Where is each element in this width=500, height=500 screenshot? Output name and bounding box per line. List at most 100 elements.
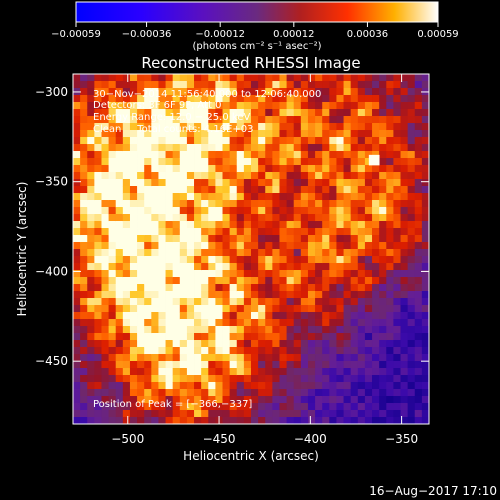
heatmap-cell: [322, 249, 330, 257]
heatmap-cell: [165, 228, 174, 236]
heatmap-cell: [186, 298, 195, 306]
heatmap-cell: [272, 333, 280, 341]
heatmap-cell: [400, 151, 409, 159]
heatmap-cell: [286, 151, 295, 159]
heatmap-cell: [279, 179, 287, 187]
heatmap-cell: [379, 88, 387, 96]
heatmap-cell: [407, 284, 416, 292]
heatmap-cell: [315, 144, 323, 152]
heatmap-cell: [172, 81, 181, 89]
heatmap-cell: [101, 74, 109, 82]
heatmap-cell: [73, 102, 81, 110]
heatmap-cell: [179, 186, 188, 194]
heatmap-cell: [258, 200, 266, 208]
heatmap-cell: [172, 382, 181, 390]
heatmap-cell: [229, 249, 238, 257]
heatmap-cell: [236, 207, 245, 215]
heatmap-cell: [279, 74, 287, 82]
heatmap-cell: [80, 305, 88, 313]
heatmap-cell: [137, 291, 145, 299]
heatmap-cell: [379, 116, 387, 124]
heatmap-cell: [80, 410, 88, 418]
heatmap-cell: [279, 228, 287, 236]
heatmap-cell: [101, 109, 109, 117]
heatmap-cell: [329, 109, 337, 117]
heatmap-cell: [194, 123, 202, 131]
heatmap-cell: [350, 305, 359, 313]
heatmap-cell: [393, 347, 401, 355]
heatmap-cell: [286, 144, 295, 152]
heatmap-cell: [350, 249, 359, 257]
heatmap-cell: [336, 235, 344, 243]
heatmap-cell: [307, 102, 316, 110]
heatmap-cell: [243, 319, 252, 327]
heatmap-cell: [137, 389, 145, 397]
heatmap-cell: [80, 228, 88, 236]
heatmap-cell: [279, 158, 287, 166]
heatmap-cell: [208, 95, 216, 103]
heatmap-cell: [322, 326, 330, 334]
heatmap-cell: [400, 256, 409, 264]
heatmap-cell: [208, 123, 216, 131]
heatmap-cell: [101, 354, 109, 362]
heatmap-cell: [194, 263, 202, 271]
heatmap-cell: [151, 137, 159, 145]
heatmap-cell: [151, 256, 159, 264]
heatmap-cell: [315, 207, 323, 215]
heatmap-cell: [258, 221, 266, 229]
heatmap-cell: [315, 389, 323, 397]
heatmap-cell: [379, 368, 387, 376]
heatmap-cell: [158, 102, 166, 110]
heatmap-cell: [151, 417, 159, 424]
heatmap-cell: [165, 263, 174, 271]
heatmap-cell: [286, 256, 295, 264]
heatmap-cell: [279, 291, 287, 299]
heatmap-cell: [179, 242, 188, 250]
heatmap-cell: [286, 88, 295, 96]
heatmap-cell: [137, 151, 145, 159]
heatmap-cell: [350, 298, 359, 306]
heatmap-cell: [350, 312, 359, 320]
heatmap-cell: [300, 228, 309, 236]
heatmap-cell: [179, 137, 188, 145]
heatmap-cell: [137, 396, 145, 404]
heatmap-cell: [101, 179, 109, 187]
heatmap-cell: [300, 403, 309, 411]
heatmap-cell: [144, 165, 152, 173]
heatmap-cell: [137, 403, 145, 411]
heatmap-cell: [87, 88, 95, 96]
heatmap-cell: [172, 396, 181, 404]
heatmap-cell: [293, 116, 302, 124]
heatmap-cell: [343, 200, 352, 208]
heatmap-cell: [350, 172, 359, 180]
heatmap-cell: [329, 326, 337, 334]
heatmap-cell: [357, 354, 366, 362]
heatmap-cell: [137, 361, 145, 369]
heatmap-cell: [272, 116, 280, 124]
heatmap-cell: [329, 95, 337, 103]
heatmap-cell: [115, 123, 124, 131]
heatmap-cell: [87, 151, 95, 159]
heatmap-cell: [87, 102, 95, 110]
heatmap-cell: [151, 144, 159, 152]
heatmap-cell: [272, 214, 280, 222]
heatmap-cell: [315, 130, 323, 138]
heatmap-cell: [186, 109, 195, 117]
heatmap-cell: [364, 186, 373, 194]
heatmap-cell: [322, 95, 330, 103]
heatmap-cell: [357, 417, 366, 424]
heatmap-cell: [87, 249, 95, 257]
heatmap-cell: [414, 291, 423, 299]
heatmap-cell: [179, 410, 188, 418]
heatmap-cell: [315, 368, 323, 376]
heatmap-cell: [80, 242, 88, 250]
heatmap-cell: [158, 403, 166, 411]
heatmap-cell: [272, 319, 280, 327]
heatmap-cell: [372, 263, 380, 271]
heatmap-cell: [101, 137, 109, 145]
heatmap-cell: [73, 207, 81, 215]
heatmap-cell: [144, 242, 152, 250]
heatmap-cell: [172, 361, 181, 369]
heatmap-cell: [137, 319, 145, 327]
heatmap-cell: [293, 130, 302, 138]
